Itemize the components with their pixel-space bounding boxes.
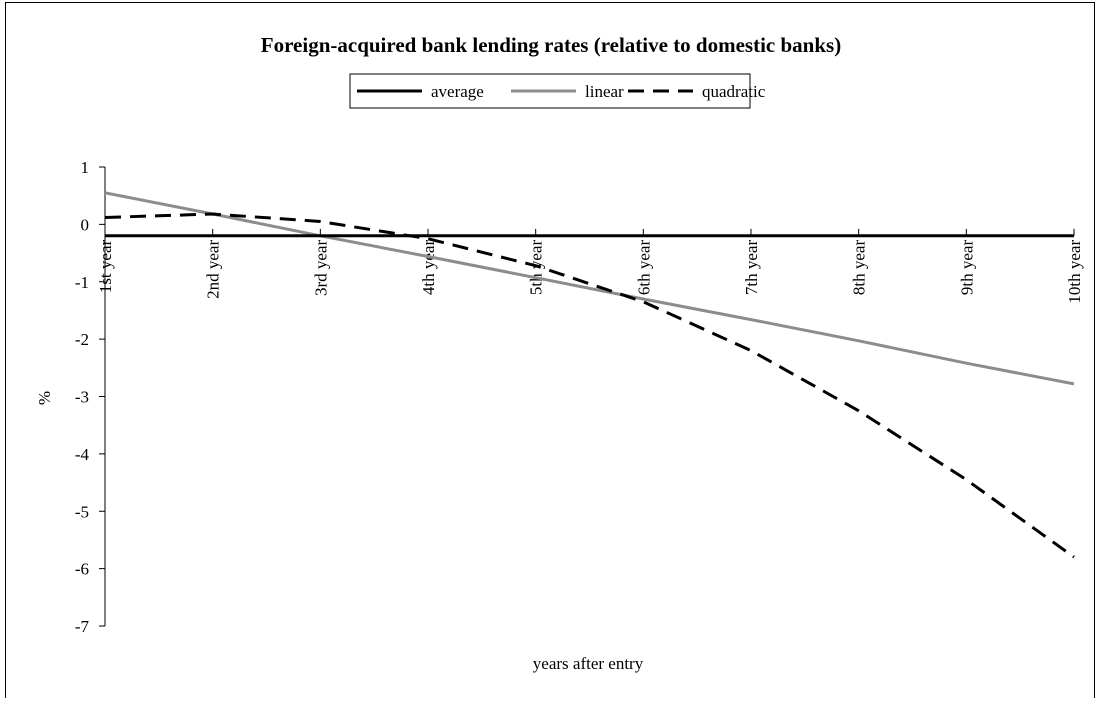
y-axis-label: % [35,391,54,405]
y-tick-label: -5 [75,502,89,521]
x-tick-label: 10th year [1065,240,1084,304]
y-tick-label: -1 [75,273,89,292]
y-tick-label: -3 [75,388,89,407]
x-axis-label: years after entry [533,654,644,673]
legend-label-linear: linear [585,82,624,101]
x-tick-label: 4th year [419,240,438,296]
series-line-quadratic [104,212,1075,559]
y-tick-label: -2 [75,330,89,349]
chart-title: Foreign-acquired bank lending rates (rel… [261,33,841,57]
y-tick-label: 1 [81,158,90,177]
x-axis: 1st year 2nd year 3rd year 4th year 5th year… [96,228,1084,304]
x-tick-label: 7th year [742,240,761,296]
y-tick-label: -6 [75,560,89,579]
legend-label-average: average [431,82,484,101]
y-tick-label: -4 [75,445,90,464]
y-axis: 1 0 -1 -2 -3 -4 -5 -6 -7 [75,158,106,636]
series-line-linear [104,191,1075,386]
x-tick-label: 9th year [957,240,976,296]
x-tick-label: 6th year [634,240,653,296]
legend: average linear quadratic [349,73,766,109]
x-tick-label: 1st year [96,240,115,294]
x-tick-label: 3rd year [311,240,330,297]
series-layer [104,191,1075,559]
y-tick-label: 0 [81,215,90,234]
chart-frame [5,2,1095,698]
x-tick-label: 8th year [850,240,869,296]
legend-label-quadratic: quadratic [702,82,766,101]
x-tick-label: 2nd year [204,240,223,299]
y-tick-label: -7 [75,617,90,636]
